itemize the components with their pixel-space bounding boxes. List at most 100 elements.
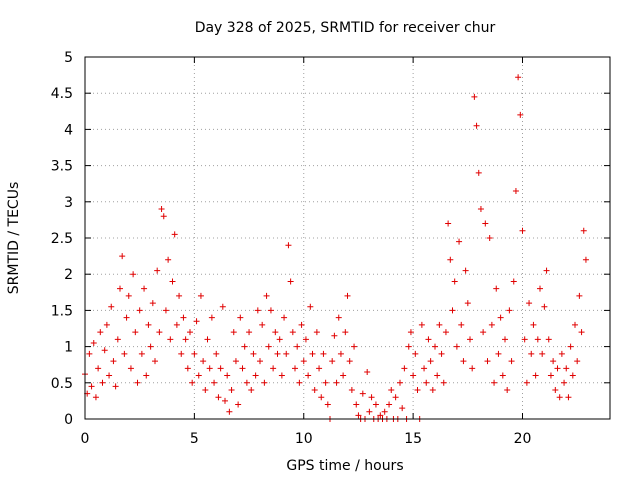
data-point	[243, 379, 250, 386]
data-point	[252, 372, 259, 379]
data-point	[267, 307, 274, 314]
data-point	[377, 412, 384, 419]
data-point	[410, 372, 417, 379]
data-point	[401, 365, 408, 372]
y-tick-label: 4	[64, 122, 73, 138]
data-point	[475, 169, 482, 176]
data-point	[458, 321, 465, 328]
data-point	[119, 253, 126, 260]
data-point	[432, 343, 438, 350]
data-point	[526, 300, 533, 307]
data-point	[482, 220, 489, 227]
data-point	[572, 321, 578, 328]
data-point	[200, 358, 207, 365]
data-point	[171, 231, 178, 238]
data-points	[82, 74, 589, 422]
data-point	[232, 358, 239, 365]
data-point	[108, 303, 115, 310]
data-point	[467, 336, 473, 343]
axis-ticks	[84, 56, 610, 420]
data-point	[309, 350, 316, 357]
data-point	[554, 365, 561, 372]
data-point	[421, 365, 428, 372]
data-point	[462, 267, 469, 274]
data-point	[278, 372, 285, 379]
data-point	[418, 321, 425, 328]
data-point	[228, 387, 235, 394]
data-point	[337, 350, 344, 357]
data-point	[364, 368, 371, 375]
data-point	[281, 314, 288, 321]
data-point	[193, 318, 200, 325]
data-point	[534, 336, 541, 343]
data-point	[182, 336, 189, 343]
chart-title: Day 328 of 2025, SRMTID for receiver chu…	[195, 20, 496, 36]
data-point	[469, 365, 476, 372]
data-point	[114, 336, 121, 343]
data-point	[184, 365, 191, 372]
data-point	[125, 292, 132, 299]
data-point	[405, 343, 412, 350]
data-point	[521, 336, 528, 343]
data-point	[178, 350, 185, 357]
data-point	[324, 401, 331, 408]
data-point	[95, 365, 102, 372]
data-point	[302, 336, 309, 343]
data-point	[88, 383, 95, 390]
data-point	[530, 321, 537, 328]
data-point	[414, 387, 421, 394]
data-point	[366, 408, 373, 415]
data-point	[569, 372, 576, 379]
data-point	[250, 350, 257, 357]
data-point	[355, 412, 362, 419]
data-point	[561, 379, 568, 386]
data-point	[523, 379, 530, 386]
y-tick-label: 2	[64, 267, 73, 283]
data-point	[447, 256, 454, 263]
data-point	[449, 307, 456, 314]
data-point	[136, 307, 143, 314]
data-point	[287, 278, 294, 285]
data-point	[429, 387, 436, 394]
y-axis-label: SRMTID / TECUs	[6, 182, 22, 295]
data-point	[397, 379, 403, 386]
data-point	[202, 387, 209, 394]
data-point	[259, 321, 266, 328]
data-point	[101, 347, 108, 354]
data-point	[176, 292, 183, 299]
x-tick-label: 5	[190, 431, 199, 447]
data-point	[173, 321, 180, 328]
y-tick-label: 1	[64, 340, 73, 356]
data-point	[160, 213, 167, 220]
data-point	[165, 256, 172, 263]
data-point	[342, 329, 349, 336]
data-point	[143, 372, 150, 379]
data-point	[442, 329, 449, 336]
data-point	[224, 372, 231, 379]
data-point	[495, 350, 502, 357]
data-point	[208, 314, 215, 321]
data-point	[427, 358, 434, 365]
data-point	[318, 394, 325, 401]
data-point	[276, 336, 283, 343]
data-point	[539, 350, 546, 357]
data-point	[333, 379, 340, 386]
data-point	[537, 285, 543, 292]
data-point	[331, 332, 338, 339]
data-point	[353, 401, 360, 408]
data-point	[316, 365, 323, 372]
x-tick-label: 20	[514, 431, 532, 447]
data-point	[300, 358, 307, 365]
data-point	[329, 358, 336, 365]
y-tick-label: 0.5	[51, 376, 73, 392]
data-point	[392, 394, 399, 401]
data-point	[123, 314, 130, 321]
data-point	[195, 372, 202, 379]
data-point	[154, 267, 161, 274]
data-point	[565, 394, 572, 401]
data-point	[493, 285, 500, 292]
data-point	[180, 314, 187, 321]
data-point	[261, 379, 268, 386]
data-point	[311, 387, 318, 394]
